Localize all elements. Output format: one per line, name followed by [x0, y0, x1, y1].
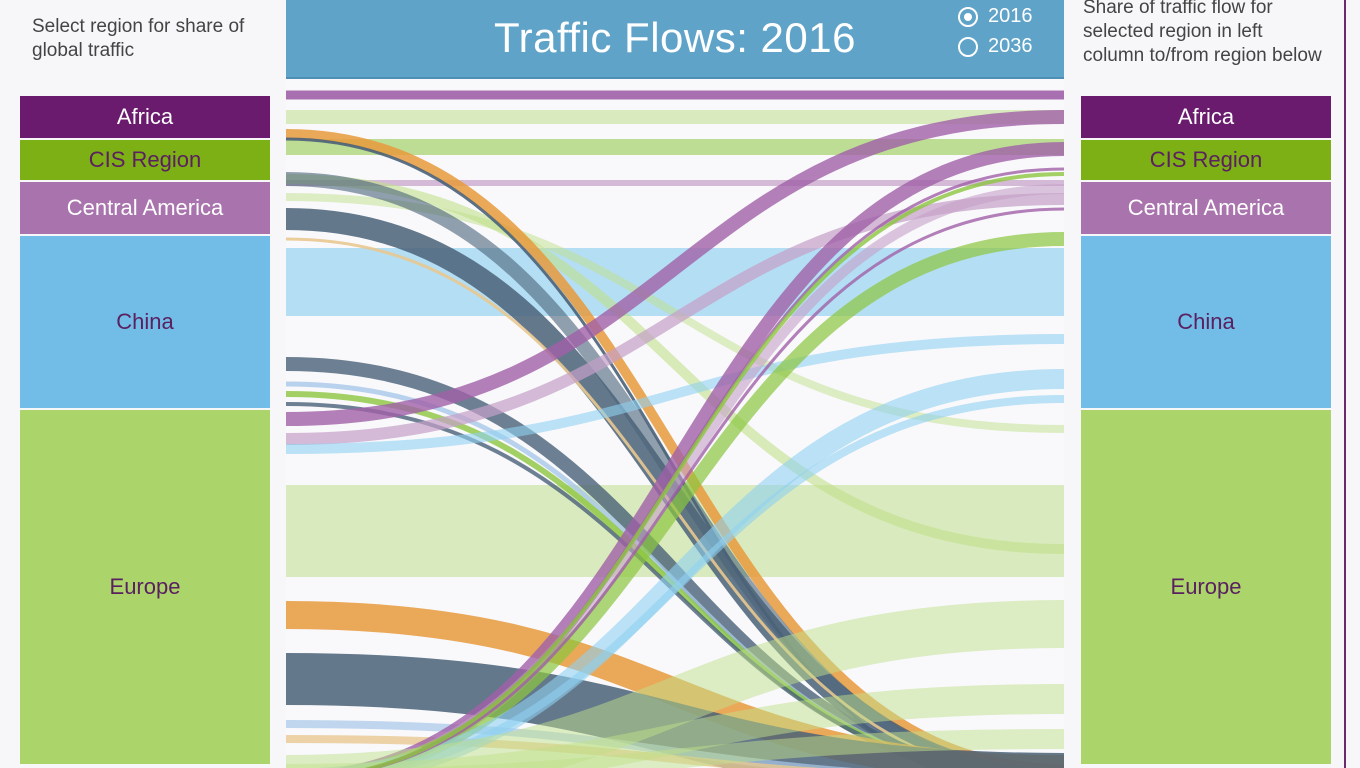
region-label: Europe [1170, 574, 1242, 599]
year-option-2036[interactable]: 2036 [958, 35, 1033, 58]
right-region-europe[interactable]: Europe [1081, 410, 1331, 766]
left-panel: Select region for share of global traffi… [0, 0, 285, 768]
right-region-central-america[interactable]: Central America [1081, 182, 1331, 236]
region-label: China [1177, 309, 1235, 334]
right-panel-caption: Share of traffic flow for selected regio… [1083, 0, 1322, 66]
region-label: Europe [109, 574, 181, 599]
region-label: Central America [1127, 195, 1285, 220]
flow-ribbon [286, 110, 1064, 426]
left-region-africa[interactable]: Africa [20, 96, 270, 140]
left-region-china[interactable]: China [20, 236, 270, 410]
right-region-china[interactable]: China [1081, 236, 1331, 410]
year-label-2016: 2016 [988, 5, 1033, 27]
region-label: Africa [116, 104, 174, 129]
right-region-africa[interactable]: Africa [1081, 96, 1331, 140]
region-label: Central America [66, 195, 224, 220]
left-region-cis-region[interactable]: CIS Region [20, 140, 270, 182]
right-region-cis-region[interactable]: CIS Region [1081, 140, 1331, 182]
flow-ribbons-svg [286, 90, 1064, 768]
left-region-europe[interactable]: Europe [20, 410, 270, 766]
chart-title: Traffic Flows: 2016 [494, 14, 856, 61]
flow-ribbon [286, 684, 1064, 768]
region-label: Africa [1177, 104, 1235, 129]
flow-ribbon [286, 600, 1064, 768]
flow-ribbon [384, 729, 1064, 768]
year-option-2016[interactable]: 2016 [958, 5, 1033, 28]
flow-ribbon [286, 334, 1064, 454]
flow-ribbon [286, 193, 1064, 445]
flow-ribbon [286, 174, 1064, 554]
left-panel-caption: Select region for share of global traffi… [32, 16, 245, 61]
region-label: CIS Region [88, 147, 202, 172]
chart-header: Traffic Flows: 2016 2016 2036 [286, 0, 1064, 79]
radio-selected-icon[interactable] [958, 6, 978, 27]
radio-unselected-icon[interactable] [958, 36, 978, 57]
flow-area [286, 79, 1064, 768]
region-label: China [116, 309, 174, 334]
right-panel: Share of traffic flow for selected regio… [1065, 0, 1360, 768]
year-label-2036: 2036 [988, 35, 1033, 57]
left-region-central-america[interactable]: Central America [20, 182, 270, 236]
right-edge-divider [1344, 0, 1346, 768]
region-label: CIS Region [1149, 147, 1263, 172]
flow-ribbon [363, 172, 1064, 768]
